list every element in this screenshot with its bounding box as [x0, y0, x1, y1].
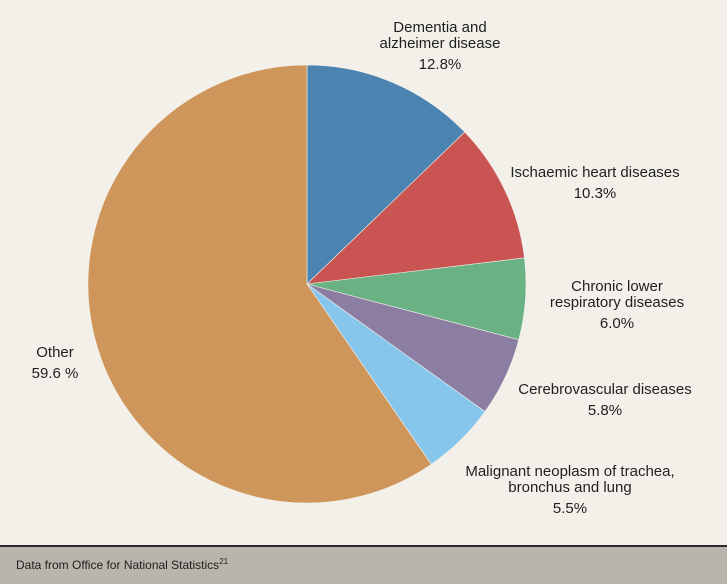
slice-name-malignant-line1: Malignant neoplasm of trachea,: [465, 463, 675, 480]
slice-value-chronic-respiratory: 6.0%: [599, 315, 635, 332]
slice-name-ischaemic: Ischaemic heart diseases: [510, 164, 680, 181]
source-text: Data from Office for National Statistics: [16, 558, 220, 572]
pie-slice-dementia: [306, 64, 466, 285]
source-reference: 21: [219, 557, 229, 566]
slice-name-chronic-line1: Chronic lower: [571, 278, 663, 295]
slice-label-dementia: Dementia and alzheimer disease 12.8%: [340, 20, 540, 73]
pie-chart-area: Dementia and alzheimer disease 12.8% Isc…: [25, 19, 702, 517]
slice-value-cerebrovascular: 5.8%: [587, 402, 623, 419]
slice-label-other: Other 59.6 %: [25, 345, 85, 382]
pie-chart: [87, 64, 527, 504]
pie-slice-other: [87, 64, 432, 504]
slice-value-ischaemic: 10.3%: [573, 185, 617, 202]
slice-name-malignant-line2: bronchus and lung: [508, 479, 632, 496]
source-note: Data from Office for National Statistics…: [16, 557, 229, 573]
pie-slice-ischaemic: [306, 131, 525, 285]
slice-value-dementia: 12.8%: [418, 56, 462, 73]
source-footer: Data from Office for National Statistics…: [0, 545, 727, 584]
slice-name-dementia-line1: Dementia and: [393, 19, 487, 36]
slice-name-dementia-line2: alzheimer disease: [379, 35, 501, 52]
slice-value-other: 59.6 %: [31, 365, 79, 382]
slice-label-ischaemic: Ischaemic heart diseases 10.3%: [500, 165, 690, 202]
slice-name-cerebrovascular: Cerebrovascular diseases: [518, 381, 692, 398]
slice-value-malignant-neoplasm: 5.5%: [552, 500, 588, 517]
slice-label-chronic-respiratory: Chronic lower respiratory diseases 6.0%: [532, 279, 702, 332]
slice-name-other: Other: [36, 344, 74, 361]
slice-label-cerebrovascular: Cerebrovascular diseases 5.8%: [510, 382, 700, 419]
slice-label-malignant-neoplasm: Malignant neoplasm of trachea, bronchus …: [450, 464, 690, 517]
slice-name-chronic-line2: respiratory diseases: [549, 294, 685, 311]
